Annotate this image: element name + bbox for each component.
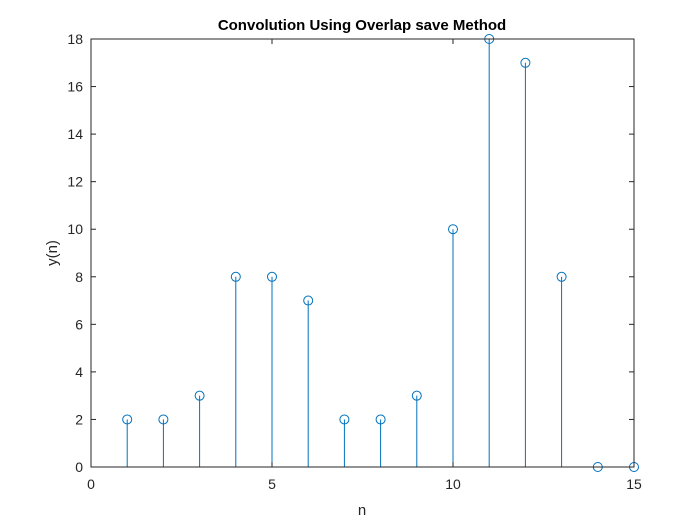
stem-marker-10: [448, 224, 458, 235]
x-tick-label-1: 5: [268, 476, 276, 492]
y-tick-label-0: 0: [75, 459, 83, 475]
stem-marker-6: [303, 295, 314, 306]
stems-group: [126, 39, 563, 467]
tick-labels-group: 0 5 10 15 0 2 4 6 8 10 12 14 16 18: [67, 31, 642, 492]
stem-marker-8: [375, 414, 386, 425]
x-tick-label-2: 10: [445, 476, 461, 492]
axes-background: [91, 39, 634, 467]
stem-marker-13: [556, 271, 567, 282]
x-tick-label-3: 15: [626, 476, 642, 492]
y-tick-label-9: 18: [67, 31, 83, 47]
chart-title: Convolution Using Overlap save Method: [218, 17, 506, 34]
ticks-group: [90, 38, 635, 468]
stem-marker-2: [158, 414, 169, 425]
y-tick-label-8: 16: [67, 79, 83, 95]
stem-marker-4: [230, 271, 241, 282]
y-tick-label-5: 10: [67, 221, 83, 237]
stem-marker-12: [520, 57, 531, 68]
stem-marker-3: [194, 390, 205, 401]
stem-marker-1: [122, 414, 133, 425]
axes-box: [90, 38, 635, 468]
y-tick-label-6: 12: [67, 174, 83, 190]
y-tick-label-1: 2: [75, 411, 83, 427]
x-axis-label: n: [358, 502, 366, 519]
stem-marker-7: [339, 414, 350, 425]
y-axis-label: y(n): [44, 240, 61, 266]
y-tick-label-2: 4: [75, 364, 83, 380]
y-tick-label-3: 6: [75, 316, 83, 332]
x-tick-label-0: 0: [87, 476, 95, 492]
y-tick-label-7: 14: [67, 126, 83, 142]
y-tick-label-4: 8: [75, 269, 83, 285]
stem-marker-5: [267, 271, 277, 282]
stem-marker-9: [411, 390, 422, 401]
